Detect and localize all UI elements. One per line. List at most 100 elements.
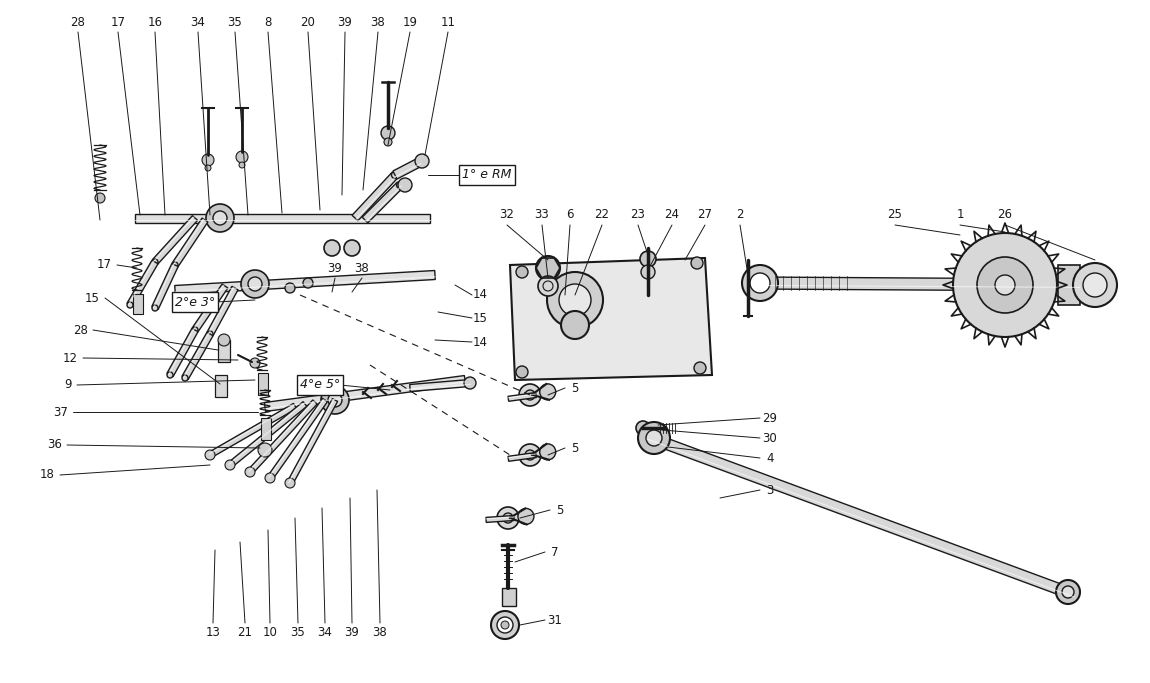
Circle shape — [391, 171, 399, 178]
Circle shape — [285, 283, 296, 293]
Circle shape — [344, 240, 360, 256]
Circle shape — [207, 453, 213, 458]
Polygon shape — [172, 218, 208, 267]
Circle shape — [491, 611, 519, 639]
Text: 14: 14 — [473, 288, 488, 301]
Circle shape — [518, 508, 534, 525]
Circle shape — [516, 266, 528, 278]
Text: 6: 6 — [566, 208, 574, 221]
Circle shape — [228, 462, 232, 467]
Circle shape — [503, 513, 513, 523]
Polygon shape — [152, 264, 178, 309]
Polygon shape — [167, 329, 198, 377]
Text: 23: 23 — [630, 208, 645, 221]
Text: 32: 32 — [499, 208, 514, 221]
Text: 38: 38 — [370, 16, 385, 29]
Text: 13: 13 — [206, 626, 221, 639]
Circle shape — [239, 162, 245, 168]
Circle shape — [247, 469, 253, 475]
Polygon shape — [175, 270, 435, 294]
Circle shape — [192, 327, 198, 333]
Text: 38: 38 — [373, 626, 388, 639]
Bar — [1058, 265, 1080, 305]
Text: 18: 18 — [40, 469, 55, 482]
Polygon shape — [362, 182, 402, 223]
Text: 5: 5 — [557, 503, 564, 516]
Circle shape — [245, 467, 255, 477]
Circle shape — [415, 154, 429, 168]
Circle shape — [526, 450, 535, 460]
Text: 1° e RM: 1° e RM — [462, 169, 512, 182]
Circle shape — [324, 240, 340, 256]
Circle shape — [1056, 580, 1080, 604]
Circle shape — [268, 475, 273, 481]
Text: 28: 28 — [70, 16, 85, 29]
Circle shape — [638, 422, 670, 454]
Circle shape — [561, 311, 589, 339]
Text: 10: 10 — [262, 626, 277, 639]
Circle shape — [202, 154, 214, 166]
Polygon shape — [754, 277, 1080, 291]
Circle shape — [205, 165, 210, 171]
Circle shape — [397, 182, 404, 189]
Polygon shape — [409, 380, 470, 391]
Circle shape — [559, 284, 591, 316]
Text: 15: 15 — [473, 311, 488, 324]
Text: 35: 35 — [228, 16, 243, 29]
Circle shape — [321, 386, 348, 414]
Circle shape — [182, 375, 187, 381]
Text: 4: 4 — [766, 451, 774, 464]
Polygon shape — [508, 393, 536, 402]
Text: 31: 31 — [547, 613, 562, 626]
Text: 17: 17 — [110, 16, 125, 29]
Circle shape — [1073, 263, 1117, 307]
Circle shape — [398, 178, 412, 192]
Polygon shape — [182, 332, 213, 380]
Circle shape — [519, 444, 540, 466]
Text: 20: 20 — [300, 16, 315, 29]
Text: 24: 24 — [665, 208, 680, 221]
Text: 27: 27 — [698, 208, 713, 221]
Text: 30: 30 — [762, 432, 777, 445]
Text: 15: 15 — [85, 292, 100, 305]
Text: 9: 9 — [64, 378, 72, 391]
Circle shape — [205, 450, 215, 460]
Circle shape — [152, 259, 158, 265]
Circle shape — [995, 275, 1015, 295]
Circle shape — [207, 331, 213, 337]
Bar — [503, 588, 516, 606]
Circle shape — [250, 358, 260, 368]
Circle shape — [497, 617, 513, 633]
Text: 36: 36 — [47, 438, 62, 451]
Polygon shape — [352, 172, 398, 221]
Polygon shape — [393, 158, 422, 179]
Text: 37: 37 — [53, 406, 68, 419]
Polygon shape — [509, 258, 712, 380]
Polygon shape — [288, 399, 338, 484]
Polygon shape — [126, 260, 158, 307]
Text: 19: 19 — [402, 16, 417, 29]
Circle shape — [126, 302, 133, 308]
Text: 25: 25 — [888, 208, 903, 221]
Circle shape — [285, 478, 296, 488]
Circle shape — [646, 430, 662, 446]
Circle shape — [416, 158, 424, 166]
Polygon shape — [192, 284, 228, 332]
Text: 21: 21 — [238, 626, 253, 639]
Polygon shape — [508, 453, 536, 461]
Text: 35: 35 — [291, 626, 306, 639]
Circle shape — [539, 384, 555, 400]
Bar — [258, 373, 268, 395]
Text: 39: 39 — [345, 626, 360, 639]
Circle shape — [213, 211, 227, 225]
Bar — [215, 375, 227, 397]
Text: 28: 28 — [74, 324, 89, 337]
Polygon shape — [247, 400, 317, 474]
Circle shape — [750, 273, 771, 293]
Text: 39: 39 — [338, 16, 352, 29]
Bar — [133, 294, 143, 314]
Circle shape — [288, 481, 292, 486]
Circle shape — [536, 256, 560, 280]
Text: 2: 2 — [736, 208, 744, 221]
Circle shape — [172, 262, 178, 268]
